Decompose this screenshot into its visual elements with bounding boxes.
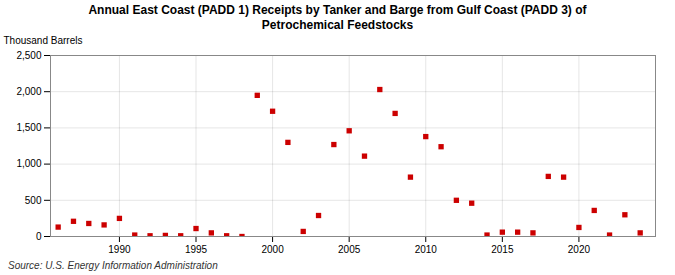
svg-text:2000: 2000 (261, 244, 284, 255)
html-text:Source: U.S. Energy Informatio: Source: U.S. Energy Information Administ… (8, 260, 218, 271)
svg-text:0: 0 (36, 231, 42, 242)
svg-text:1990: 1990 (108, 244, 131, 255)
svg-text:2020: 2020 (568, 244, 591, 255)
svg-text:1995: 1995 (185, 244, 208, 255)
svg-text:2,500: 2,500 (16, 50, 41, 61)
svg-text:2010: 2010 (415, 244, 438, 255)
html-text:Annual East Coast (PADD 1) Rec: Annual East Coast (PADD 1) Receipts by T… (88, 3, 587, 32)
svg-text:1,000: 1,000 (16, 158, 41, 169)
svg-text:2,000: 2,000 (16, 86, 41, 97)
svg-text:1,500: 1,500 (16, 122, 41, 133)
svg-text:500: 500 (25, 195, 42, 206)
svg-text:2005: 2005 (338, 244, 361, 255)
svg-text:Thousand Barrels: Thousand Barrels (4, 35, 83, 46)
svg-text:2015: 2015 (491, 244, 514, 255)
